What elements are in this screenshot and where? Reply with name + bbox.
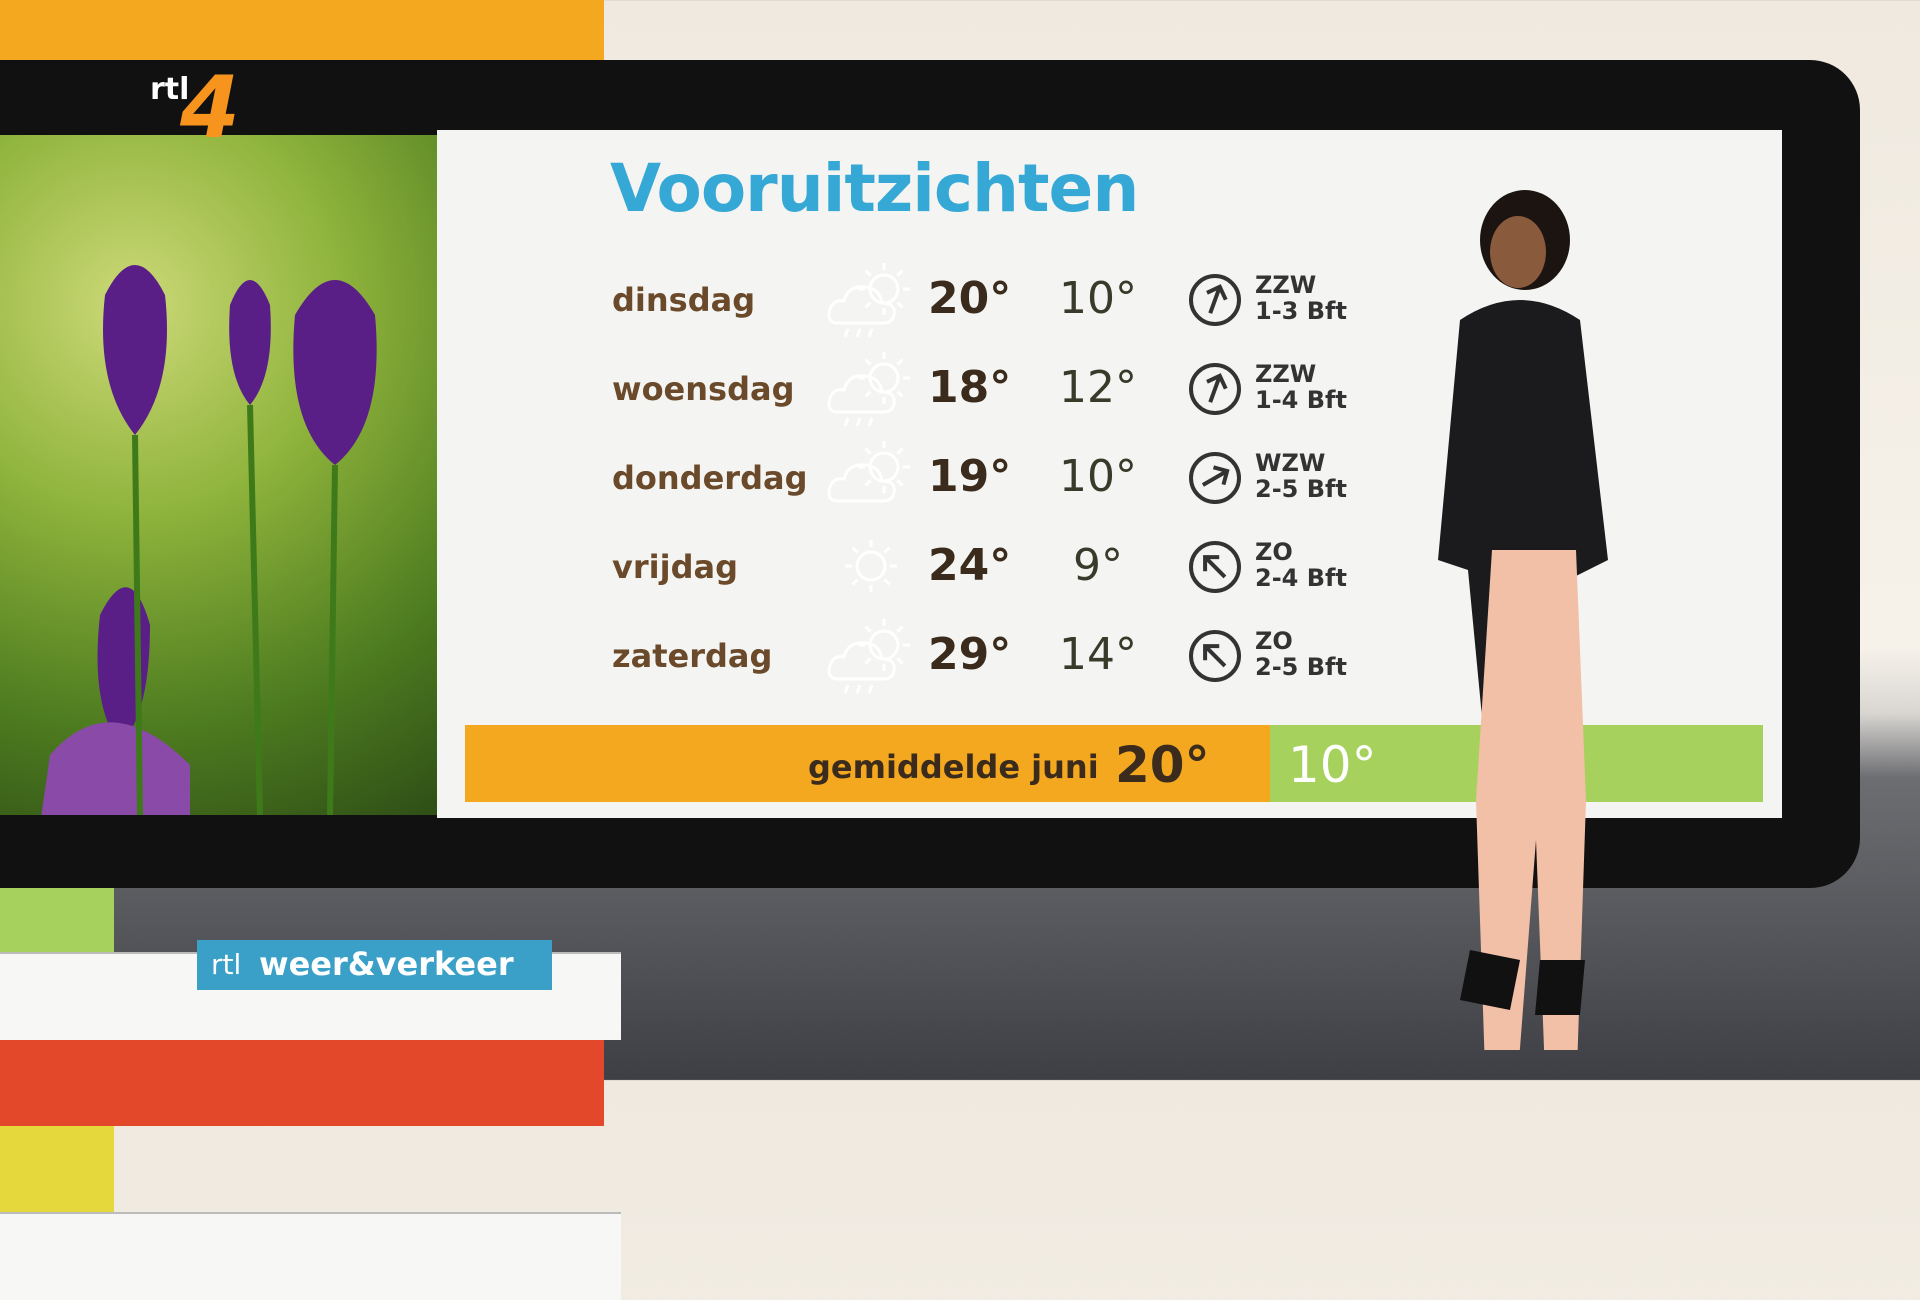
flowers xyxy=(41,265,377,815)
max-temp: 29° xyxy=(928,629,1012,680)
max-temp: 24° xyxy=(928,540,1012,591)
presenter xyxy=(1438,190,1608,1050)
day-name: vrijdag xyxy=(612,548,738,586)
brand-rtl: rtl xyxy=(211,948,242,981)
day-name: dinsdag xyxy=(612,281,756,319)
page: rtl 4 Vooruitzichten dinsdag 20° 10° ZZW 1-3… xyxy=(0,0,1920,1214)
weather-icon xyxy=(845,540,897,592)
wind-force: 2-4 Bft xyxy=(1255,564,1347,592)
wind-cell xyxy=(0,1212,621,1300)
day-name: woensdag xyxy=(612,370,795,408)
wind-direction: ZO xyxy=(1255,538,1293,566)
channel-logo: rtl xyxy=(150,72,190,107)
brand-name: weer&verkeer xyxy=(259,945,514,983)
crocus-photo xyxy=(0,135,440,815)
weather-icon xyxy=(827,441,910,503)
wind-force: 1-3 Bft xyxy=(1255,297,1347,325)
brand-logo: rtl weer&verkeer xyxy=(197,940,552,990)
min-temp: 10° xyxy=(1059,273,1137,324)
max-temp: 19° xyxy=(928,451,1012,502)
wind-direction: ZZW xyxy=(1255,271,1317,299)
min-cell xyxy=(0,1126,114,1212)
average-bar xyxy=(465,725,1270,802)
day-name: donderdag xyxy=(612,459,808,497)
weather-icon xyxy=(827,619,910,694)
max-temp: 20° xyxy=(928,273,1012,324)
day-name: zaterdag xyxy=(612,637,773,675)
wind-direction: WZW xyxy=(1255,449,1326,477)
day-cell xyxy=(0,1040,604,1126)
wind-direction: ZZW xyxy=(1255,360,1317,388)
average-label: gemiddelde juni xyxy=(808,748,1099,786)
min-temp: 10° xyxy=(1059,451,1137,502)
wind-direction: ZO xyxy=(1255,627,1293,655)
wind-force: 2-5 Bft xyxy=(1255,475,1347,503)
wind-arrow xyxy=(1189,363,1241,415)
title: Vooruitzichten xyxy=(610,150,1139,227)
wind-arrow xyxy=(1189,630,1241,682)
wind-arrow xyxy=(1189,452,1241,504)
min-temp: 12° xyxy=(1059,362,1137,413)
weather-icon xyxy=(827,352,910,427)
min-temp: 14° xyxy=(1059,629,1137,680)
wind-force: 1-4 Bft xyxy=(1255,386,1347,414)
average-max: 20° xyxy=(1115,736,1210,794)
min-temp: 9° xyxy=(1073,540,1123,591)
wind-arrow xyxy=(1189,541,1241,593)
max-temp: 18° xyxy=(928,362,1012,413)
average-min: 10° xyxy=(1288,736,1377,794)
wind-force: 2-5 Bft xyxy=(1255,653,1347,681)
wind-arrow xyxy=(1189,274,1241,326)
channel-number: 4 xyxy=(180,58,240,158)
weather-icon xyxy=(827,263,910,338)
